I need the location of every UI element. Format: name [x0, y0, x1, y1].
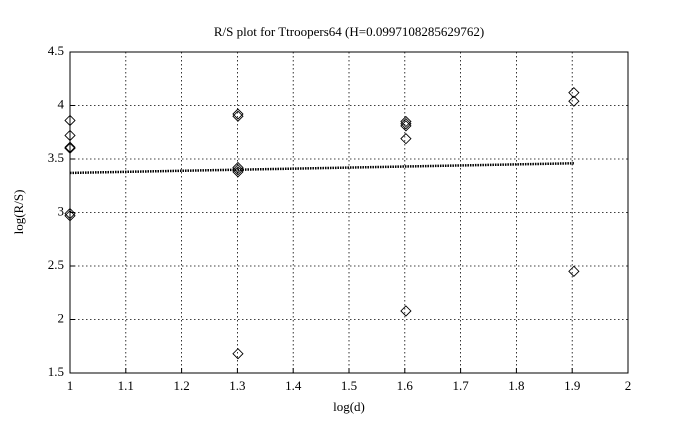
x-tick-label: 1 — [67, 378, 74, 393]
y-tick-label: 3 — [58, 203, 65, 218]
x-axis-label: log(d) — [333, 399, 365, 414]
data-point — [400, 305, 412, 317]
data-point — [400, 133, 412, 145]
data-point — [400, 118, 412, 130]
x-tick-label: 1.9 — [564, 378, 580, 393]
x-tick-label: 1.4 — [285, 378, 302, 393]
x-tick-label: 1.8 — [508, 378, 524, 393]
y-tick-label: 2.5 — [48, 257, 64, 272]
y-tick-label: 2 — [58, 310, 65, 325]
data-point — [64, 142, 76, 154]
x-tick-label: 1.5 — [341, 378, 357, 393]
y-tick-label: 4 — [58, 96, 65, 111]
chart-title: R/S plot for Ttroopers64 (H=0.0997108285… — [214, 24, 484, 39]
data-point — [400, 115, 412, 128]
data-point — [232, 161, 244, 174]
data-point — [64, 141, 76, 153]
data-point — [568, 95, 580, 107]
y-tick-label: 3.5 — [48, 150, 64, 165]
data-point — [568, 265, 580, 277]
x-tick-label: 1.3 — [229, 378, 245, 393]
x-tick-label: 1.7 — [452, 378, 469, 393]
y-tick-label: 1.5 — [48, 364, 64, 379]
data-point — [568, 87, 580, 99]
plot-frame — [69, 51, 629, 374]
data-point — [64, 207, 76, 220]
x-tick-label: 1.1 — [118, 378, 134, 393]
data-point — [64, 210, 76, 222]
data-point — [400, 120, 412, 132]
x-tick-label: 1.2 — [173, 378, 189, 393]
x-tick-label: 2 — [625, 378, 632, 393]
data-point — [232, 164, 244, 176]
data-point — [64, 114, 76, 127]
fit-line — [69, 162, 574, 175]
x-tick-label: 1.6 — [397, 378, 414, 393]
data-point — [232, 108, 244, 120]
data-point — [232, 110, 244, 122]
data-point — [64, 129, 76, 142]
y-tick-label: 4.5 — [48, 43, 64, 58]
y-axis-label: log(R/S) — [11, 190, 26, 235]
data-point — [232, 348, 244, 360]
